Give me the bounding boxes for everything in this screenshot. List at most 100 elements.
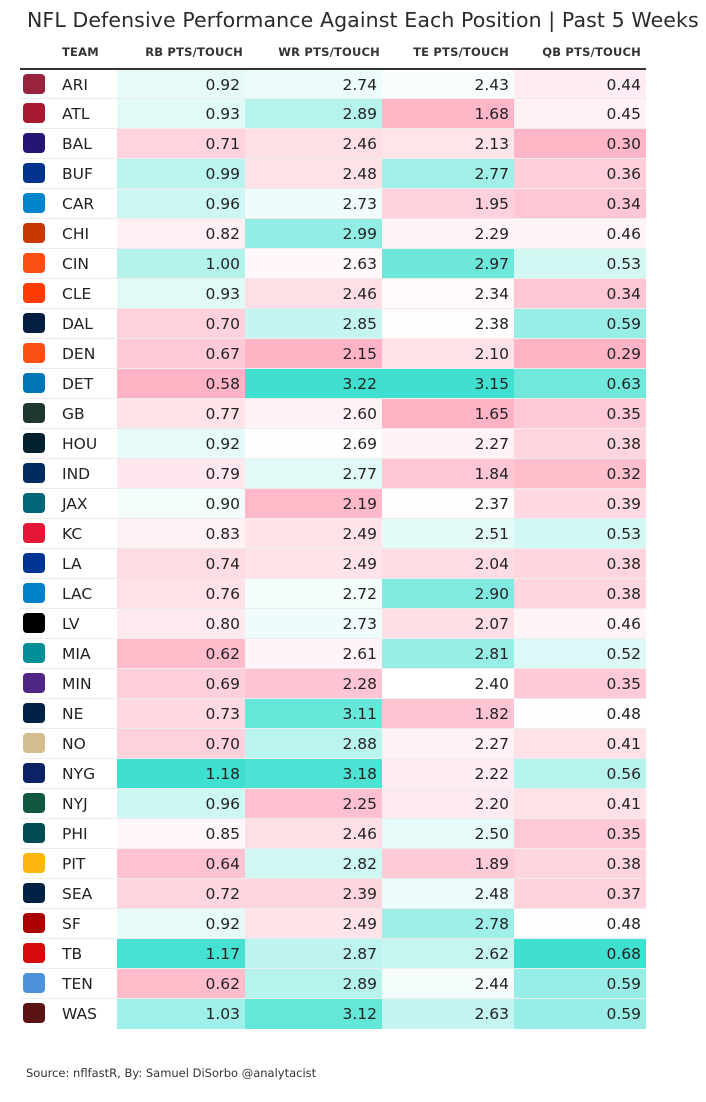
table-row: CAR 0.96 2.73 1.95 0.34 xyxy=(20,188,646,219)
team-logo-icon xyxy=(23,703,45,723)
team-logo-icon xyxy=(23,313,45,333)
wr-pts-per-touch-cell: 2.46 xyxy=(245,279,382,309)
team-abbreviation: PIT xyxy=(62,855,86,873)
wr-pts-per-touch-cell: 2.48 xyxy=(245,159,382,189)
team-logo-icon xyxy=(23,343,45,363)
team-abbreviation: SEA xyxy=(62,885,93,903)
te-pts-per-touch-cell: 2.51 xyxy=(382,519,514,549)
team-logo-icon xyxy=(23,163,45,183)
rb-pts-per-touch-cell: 0.96 xyxy=(117,189,245,219)
table-row: ATL 0.93 2.89 1.68 0.45 xyxy=(20,98,646,129)
wr-pts-per-touch-cell: 2.60 xyxy=(245,399,382,429)
qb-pts-per-touch-cell: 0.30 xyxy=(514,129,646,159)
team-logo-icon xyxy=(23,74,45,94)
te-pts-per-touch-cell: 2.13 xyxy=(382,129,514,159)
te-pts-per-touch-cell: 3.15 xyxy=(382,369,514,399)
team-logo-icon xyxy=(23,673,45,693)
qb-pts-per-touch-cell: 0.35 xyxy=(514,399,646,429)
team-abbreviation: NE xyxy=(62,705,84,723)
table-row: BAL 0.71 2.46 2.13 0.30 xyxy=(20,128,646,159)
team-abbreviation: KC xyxy=(62,525,83,543)
table-row: NO 0.70 2.88 2.27 0.41 xyxy=(20,728,646,759)
qb-pts-per-touch-cell: 0.39 xyxy=(514,489,646,519)
qb-pts-per-touch-cell: 0.44 xyxy=(514,70,646,100)
te-pts-per-touch-cell: 1.89 xyxy=(382,849,514,879)
te-pts-per-touch-cell: 2.34 xyxy=(382,279,514,309)
rb-pts-per-touch-cell: 0.62 xyxy=(117,639,245,669)
team-abbreviation: TEN xyxy=(62,975,93,993)
rb-pts-per-touch-cell: 0.67 xyxy=(117,339,245,369)
team-logo-icon xyxy=(23,103,45,123)
team-logo-icon xyxy=(23,613,45,633)
team-logo-icon xyxy=(23,283,45,303)
team-logo-icon xyxy=(23,1003,45,1023)
rb-pts-per-touch-cell: 0.90 xyxy=(117,489,245,519)
te-pts-per-touch-cell: 2.43 xyxy=(382,70,514,100)
te-pts-per-touch-cell: 1.65 xyxy=(382,399,514,429)
rb-pts-per-touch-cell: 0.92 xyxy=(117,70,245,100)
table-row: HOU 0.92 2.69 2.27 0.38 xyxy=(20,428,646,459)
qb-pts-per-touch-cell: 0.52 xyxy=(514,639,646,669)
team-logo-icon xyxy=(23,403,45,423)
rb-pts-per-touch-cell: 0.74 xyxy=(117,549,245,579)
wr-pts-per-touch-cell: 3.18 xyxy=(245,759,382,789)
te-pts-per-touch-cell: 2.81 xyxy=(382,639,514,669)
wr-pts-per-touch-cell: 2.15 xyxy=(245,339,382,369)
header-qb: QB PTS/TOUCH xyxy=(542,45,641,59)
te-pts-per-touch-cell: 2.10 xyxy=(382,339,514,369)
team-logo-icon xyxy=(23,973,45,993)
team-logo-icon xyxy=(23,523,45,543)
te-pts-per-touch-cell: 2.48 xyxy=(382,879,514,909)
wr-pts-per-touch-cell: 2.72 xyxy=(245,579,382,609)
team-abbreviation: CLE xyxy=(62,285,92,303)
wr-pts-per-touch-cell: 2.63 xyxy=(245,249,382,279)
team-abbreviation: JAX xyxy=(62,495,88,513)
rb-pts-per-touch-cell: 0.72 xyxy=(117,879,245,909)
rb-pts-per-touch-cell: 0.96 xyxy=(117,789,245,819)
wr-pts-per-touch-cell: 2.89 xyxy=(245,99,382,129)
team-abbreviation: CIN xyxy=(62,255,89,273)
team-logo-icon xyxy=(23,193,45,213)
table-row: GB 0.77 2.60 1.65 0.35 xyxy=(20,398,646,429)
wr-pts-per-touch-cell: 2.46 xyxy=(245,129,382,159)
qb-pts-per-touch-cell: 0.38 xyxy=(514,849,646,879)
qb-pts-per-touch-cell: 0.35 xyxy=(514,819,646,849)
rb-pts-per-touch-cell: 0.93 xyxy=(117,279,245,309)
qb-pts-per-touch-cell: 0.45 xyxy=(514,99,646,129)
wr-pts-per-touch-cell: 2.77 xyxy=(245,459,382,489)
wr-pts-per-touch-cell: 2.25 xyxy=(245,789,382,819)
rb-pts-per-touch-cell: 0.64 xyxy=(117,849,245,879)
qb-pts-per-touch-cell: 0.41 xyxy=(514,789,646,819)
qb-pts-per-touch-cell: 0.59 xyxy=(514,309,646,339)
team-abbreviation: NO xyxy=(62,735,86,753)
te-pts-per-touch-cell: 2.50 xyxy=(382,819,514,849)
team-logo-icon xyxy=(23,253,45,273)
table-row: NYJ 0.96 2.25 2.20 0.41 xyxy=(20,788,646,819)
te-pts-per-touch-cell: 2.29 xyxy=(382,219,514,249)
table-row: TB 1.17 2.87 2.62 0.68 xyxy=(20,938,646,969)
te-pts-per-touch-cell: 2.90 xyxy=(382,579,514,609)
wr-pts-per-touch-cell: 2.69 xyxy=(245,429,382,459)
team-logo-icon xyxy=(23,733,45,753)
rb-pts-per-touch-cell: 1.03 xyxy=(117,999,245,1029)
qb-pts-per-touch-cell: 0.46 xyxy=(514,609,646,639)
qb-pts-per-touch-cell: 0.56 xyxy=(514,759,646,789)
team-abbreviation: LA xyxy=(62,555,82,573)
team-abbreviation: IND xyxy=(62,465,91,483)
table-row: IND 0.79 2.77 1.84 0.32 xyxy=(20,458,646,489)
team-logo-icon xyxy=(23,223,45,243)
qb-pts-per-touch-cell: 0.36 xyxy=(514,159,646,189)
rb-pts-per-touch-cell: 0.92 xyxy=(117,909,245,939)
wr-pts-per-touch-cell: 2.82 xyxy=(245,849,382,879)
team-logo-icon xyxy=(23,883,45,903)
team-abbreviation: MIN xyxy=(62,675,92,693)
rb-pts-per-touch-cell: 0.62 xyxy=(117,969,245,999)
rb-pts-per-touch-cell: 1.17 xyxy=(117,939,245,969)
team-logo-icon xyxy=(23,583,45,603)
te-pts-per-touch-cell: 2.44 xyxy=(382,969,514,999)
qb-pts-per-touch-cell: 0.38 xyxy=(514,549,646,579)
team-abbreviation: DET xyxy=(62,375,94,393)
team-abbreviation: SF xyxy=(62,915,81,933)
header-wr: WR PTS/TOUCH xyxy=(278,45,380,59)
source-note: Source: nflfastR, By: Samuel DiSorbo @an… xyxy=(26,1066,317,1080)
